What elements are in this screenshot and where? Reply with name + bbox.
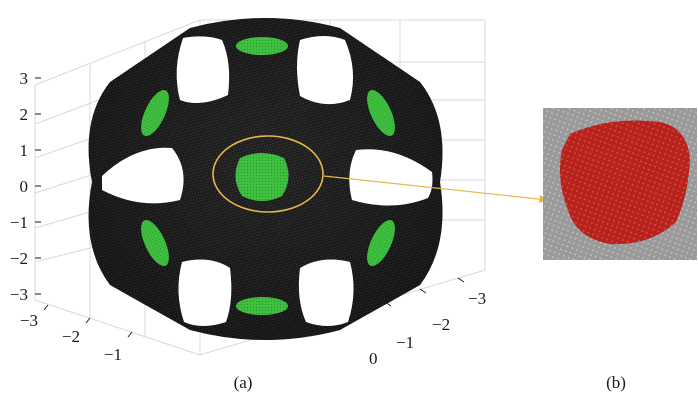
z-tick-label: −1 xyxy=(10,213,28,232)
y-tick-label: −3 xyxy=(468,289,486,308)
z-axis-ticks xyxy=(35,77,41,295)
z-tick-label: 3 xyxy=(20,69,29,88)
z-tick-label: 0 xyxy=(20,177,29,196)
x-tick-label: −2 xyxy=(62,327,80,346)
z-axis-tick-labels: 3 2 1 0 −1 −2 −3 xyxy=(10,69,28,304)
z-tick-label: 2 xyxy=(20,105,29,124)
z-tick-label: −3 xyxy=(10,285,28,304)
x-tick-label: −3 xyxy=(20,311,38,330)
opening-top-right xyxy=(297,36,354,105)
opening-top-left xyxy=(176,36,230,104)
green-patch xyxy=(367,219,395,267)
green-patch xyxy=(141,89,169,137)
opening-bottom-right xyxy=(298,259,354,326)
green-patch xyxy=(141,219,169,267)
green-patch-center xyxy=(235,153,289,201)
opening-right xyxy=(349,149,433,206)
y-tick-label: −1 xyxy=(396,333,414,352)
y-axis-tick-labels: −3 −2 −1 0 xyxy=(369,289,486,368)
lattice-structure xyxy=(88,18,443,340)
y-tick-label: −2 xyxy=(432,315,450,334)
x-tick-label: −1 xyxy=(104,345,122,364)
zoom-panel xyxy=(543,108,697,260)
opening-left xyxy=(102,147,184,204)
green-patch xyxy=(236,297,288,315)
opening-bottom-left xyxy=(178,259,232,326)
highlight-circle xyxy=(212,135,324,213)
caption-panel-a: (a) xyxy=(234,373,253,392)
red-contact-patch xyxy=(560,120,690,245)
y-tick-label: 0 xyxy=(369,349,378,368)
green-patch xyxy=(367,89,395,137)
z-tick-label: 1 xyxy=(20,141,29,160)
green-patch xyxy=(236,37,288,55)
x-axis-ticks xyxy=(43,304,133,338)
z-tick-label: −2 xyxy=(10,249,28,268)
x-axis-tick-labels: −3 −2 −1 xyxy=(20,311,122,364)
caption-panel-b: (b) xyxy=(606,373,626,392)
